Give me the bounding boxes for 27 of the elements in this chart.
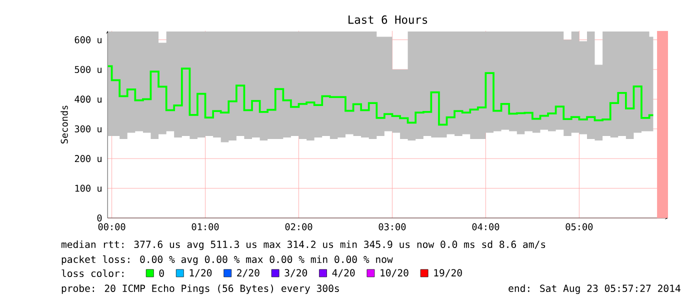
legend-label: 3/20 — [284, 268, 308, 278]
x-tick-label: 02:00 — [285, 223, 312, 230]
y-axis-title: Seconds — [60, 106, 68, 144]
x-tick-label: 01:00 — [192, 223, 219, 230]
legend-label: 10/20 — [380, 268, 408, 278]
legend-label: 1/20 — [190, 268, 212, 278]
y-tick-label: 400 u — [74, 95, 102, 103]
x-tick-label: 04:00 — [472, 223, 500, 230]
y-tick-label: 200 u — [74, 154, 102, 162]
y-tick-label: 100 u — [75, 184, 102, 192]
legend-label: 0 — [159, 269, 164, 277]
y-tick-label: 500 u — [74, 66, 102, 73]
chart-title: Last 6 Hours — [348, 15, 428, 24]
x-tick-label: 03:00 — [378, 223, 406, 230]
legend-label: 4/20 — [332, 268, 355, 278]
legend-label: 19/20 — [434, 268, 462, 278]
text: end: Sat Aug 23 05:57:27 2014 — [508, 284, 680, 294]
text: packet loss: 0.00 % avg 0.00 % max 0.00 % min 0.00 % now — [62, 255, 393, 265]
y-tick-label: 300 u — [74, 125, 102, 132]
y-tick-label: 0 — [97, 214, 102, 222]
y-tick-label: 600 u — [74, 36, 102, 44]
text: probe: 20 ICMP Echo Pings (56 Bytes) every 300s — [62, 284, 339, 294]
x-tick-label: 00:00 — [98, 223, 126, 230]
legend-title: loss color: — [62, 269, 124, 277]
legend-label: 2/20 — [237, 268, 260, 278]
x-tick-label: 05:00 — [566, 223, 593, 230]
text: median rtt: 377.6 us avg 511.3 us max 314.2 us min 345.9 us now 0.0 ms sd 8.6 am/s — [62, 240, 546, 250]
